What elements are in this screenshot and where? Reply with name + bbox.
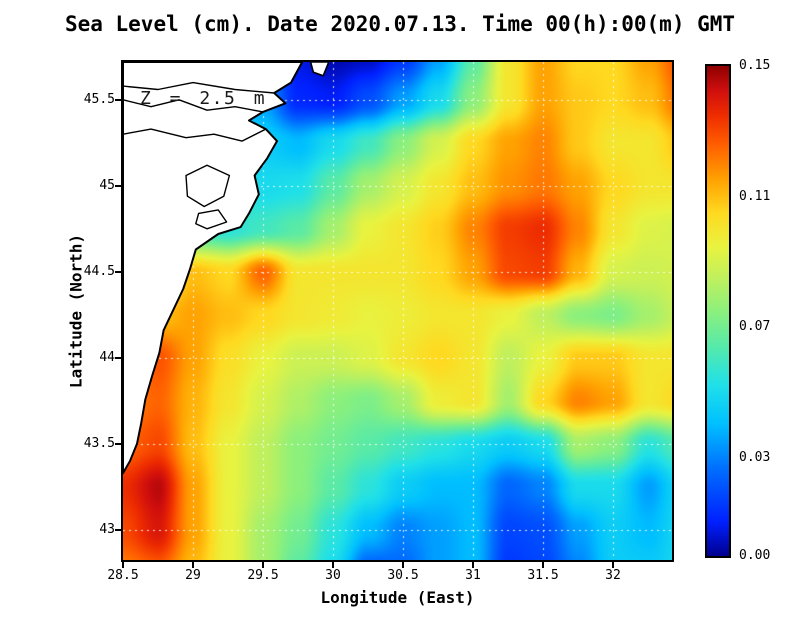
- colorbar-tick-label: 0.15: [739, 58, 771, 73]
- colorbar-tick-label: 0.00: [739, 548, 771, 563]
- heatmap-canvas: [123, 62, 672, 560]
- x-tick-label: 30.5: [387, 568, 419, 583]
- colorbar-gradient: [707, 66, 729, 556]
- y-tick-mark: [115, 528, 121, 531]
- y-tick-mark: [115, 356, 121, 359]
- x-tick-label: 31: [465, 568, 481, 583]
- colorbar-tick-label: 0.11: [739, 188, 771, 204]
- colorbar-tick-label: 0.07: [739, 319, 771, 335]
- chart-title: Sea Level (cm). Date 2020.07.13. Time 00…: [64, 12, 736, 36]
- x-tick-mark: [542, 562, 544, 568]
- x-tick-label: 29: [185, 568, 201, 583]
- x-tick-mark: [192, 562, 194, 568]
- y-tick-mark: [115, 442, 121, 445]
- x-tick-mark: [332, 562, 334, 568]
- x-tick-label: 31.5: [527, 568, 559, 583]
- y-tick-mark: [115, 98, 121, 101]
- x-tick-mark: [262, 562, 264, 568]
- x-tick-mark: [612, 562, 614, 568]
- y-tick-label: 43: [99, 521, 115, 537]
- x-axis-label: Longitude (East): [320, 588, 475, 607]
- y-tick-mark: [115, 270, 121, 273]
- x-tick-label: 32: [605, 568, 621, 583]
- y-tick-label: 43.5: [83, 435, 115, 451]
- y-axis-label: Latitude (North): [66, 233, 86, 389]
- y-tick-label: 45.5: [83, 91, 115, 107]
- x-tick-label: 28.5: [107, 568, 139, 583]
- x-tick-label: 30: [325, 568, 341, 583]
- y-tick-label: 45: [99, 177, 115, 193]
- plot-area: [123, 62, 672, 560]
- y-tick-mark: [115, 184, 121, 187]
- x-tick-label: 29.5: [247, 568, 279, 583]
- colorbar-tick-label: 0.03: [739, 450, 771, 465]
- x-tick-mark: [472, 562, 474, 568]
- x-tick-mark: [402, 562, 404, 568]
- depth-annotation: Z = 2.5 m: [140, 88, 267, 109]
- x-tick-mark: [122, 562, 124, 568]
- colorbar: [705, 64, 731, 558]
